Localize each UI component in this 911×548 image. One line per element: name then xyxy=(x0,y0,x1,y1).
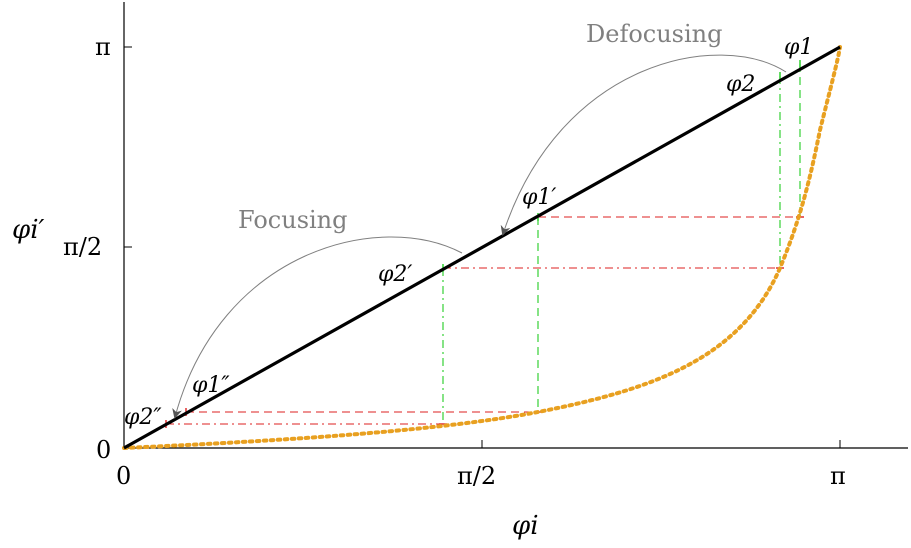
label-phi2-prime: φ2′ xyxy=(378,262,412,287)
label-phi2: φ2 xyxy=(726,72,755,97)
identity-line xyxy=(123,45,841,450)
defocusing-label: Defocusing xyxy=(586,20,723,48)
y-tick-label-0: 0 xyxy=(96,436,111,464)
x-axis-label: φi xyxy=(512,511,539,541)
y-axis-label: φi′ xyxy=(12,215,45,245)
mapping-curve xyxy=(122,45,842,450)
y-tick-label-half-pi: π/2 xyxy=(63,233,102,261)
label-phi1-prime: φ1′ xyxy=(522,185,556,210)
y-tick-label-pi: π xyxy=(95,33,111,61)
x-tick-label-half-pi: π/2 xyxy=(457,462,496,490)
label-phi2-double-prime: φ2″ xyxy=(124,405,162,430)
focusing-label: Focusing xyxy=(238,206,348,234)
focusing-arrow xyxy=(172,236,463,419)
label-phi1: φ1 xyxy=(784,35,813,60)
label-phi1-double-prime: φ1″ xyxy=(192,373,230,398)
defocusing-arrow xyxy=(500,54,787,236)
x-tick-label-pi: π xyxy=(830,462,846,490)
x-tick-label-0: 0 xyxy=(116,462,131,490)
